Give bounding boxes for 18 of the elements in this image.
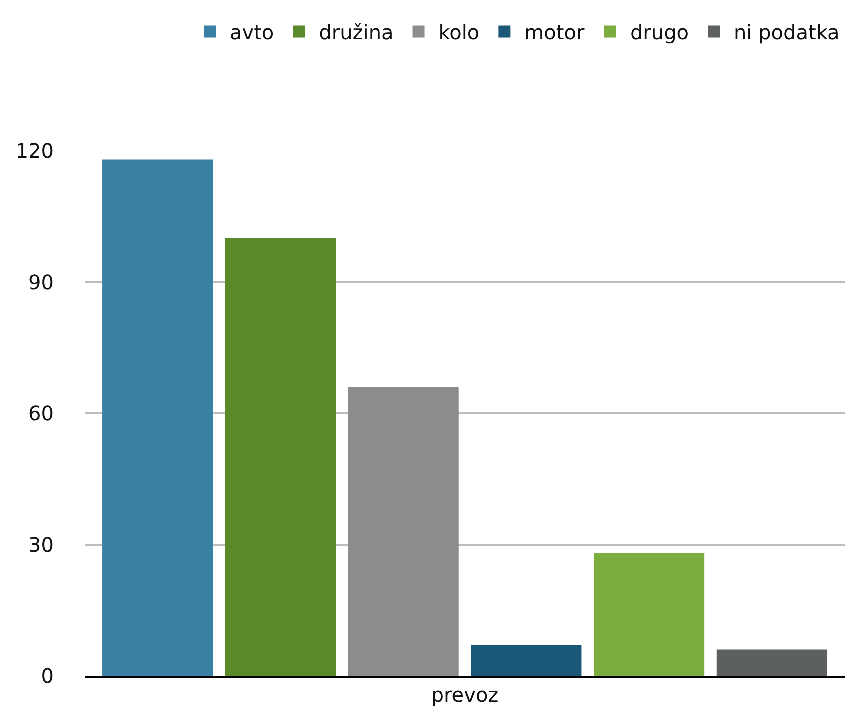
x-tick-label: prevoz — [431, 683, 499, 707]
legend-label: motor — [524, 20, 586, 45]
bar — [348, 387, 459, 676]
bar — [716, 650, 828, 676]
y-tick-label: 120 — [16, 139, 54, 163]
legend-label: družina — [319, 20, 394, 45]
y-tick-label: 90 — [28, 270, 54, 294]
legend-label: avto — [230, 20, 274, 45]
legend-label: drugo — [630, 20, 689, 45]
legend-label: kolo — [438, 20, 480, 45]
bar — [102, 160, 214, 676]
legend-label: ni podatka — [734, 20, 840, 45]
y-tick-label: 0 — [41, 664, 54, 688]
bar — [225, 238, 336, 676]
y-tick-label: 60 — [28, 402, 54, 426]
bar — [471, 645, 582, 676]
y-tick-label: 30 — [28, 532, 54, 557]
bar — [594, 554, 705, 676]
